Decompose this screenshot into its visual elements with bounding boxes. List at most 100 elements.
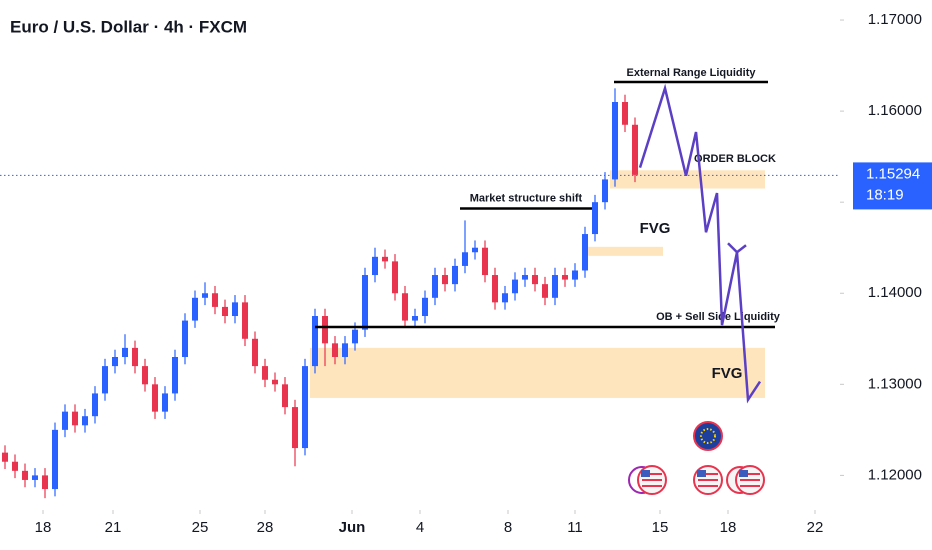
candle-body <box>242 302 248 339</box>
zone <box>610 170 765 189</box>
x-tick-label: 15 <box>652 519 669 536</box>
projection-path <box>638 83 762 404</box>
x-tick-label: 18 <box>720 519 737 536</box>
level-label: External Range Liquidity <box>627 67 757 79</box>
candle-body <box>382 256 388 262</box>
candle-body <box>412 316 418 321</box>
y-tick-label: 1.16000 <box>868 102 922 119</box>
candle-body <box>82 416 88 426</box>
y-tick-label: 1.14000 <box>868 284 922 301</box>
candle-body <box>142 366 148 385</box>
candle-body <box>32 475 38 480</box>
flag-canton <box>739 470 748 477</box>
candle-body <box>572 270 578 280</box>
zone-label: FVG <box>712 365 743 382</box>
candle-body <box>302 366 308 449</box>
candle-body <box>312 316 318 367</box>
candle-body <box>582 234 588 271</box>
candle-body <box>282 384 288 408</box>
x-tick-label: 25 <box>192 519 209 536</box>
candle-body <box>372 256 378 276</box>
event-icons <box>628 421 765 495</box>
candle-body <box>392 261 398 294</box>
eu-stars <box>700 428 716 444</box>
x-tick-label: 28 <box>257 519 274 536</box>
candle-body <box>352 329 358 344</box>
candle-body <box>332 343 338 357</box>
candle-body <box>522 275 528 280</box>
x-tick-label: 22 <box>807 519 824 536</box>
level-label: OB + Sell Side Liquidity <box>656 311 781 323</box>
candle-body <box>362 275 368 330</box>
candle-body <box>472 247 478 253</box>
candle-body <box>562 275 568 280</box>
candle-body <box>12 461 18 471</box>
x-tick-label: 8 <box>504 519 512 536</box>
y-tick-label: 1.17000 <box>868 11 922 28</box>
zone <box>310 347 765 398</box>
y-tick-label: 1.13000 <box>868 375 922 392</box>
level-label: Market structure shift <box>470 192 583 204</box>
candle-body <box>432 275 438 298</box>
candle-body <box>482 247 488 276</box>
candle-body <box>112 357 118 367</box>
candle-body <box>592 202 598 235</box>
price-badge <box>853 162 932 210</box>
zone <box>588 246 663 256</box>
candle-body <box>602 179 608 203</box>
candle-body <box>182 320 188 357</box>
candle-body <box>132 347 138 367</box>
candle-body <box>72 411 78 426</box>
zone-label: ORDER BLOCK <box>694 153 776 165</box>
countdown-label: 18:19 <box>866 186 904 203</box>
candle-body <box>452 265 458 285</box>
candle-body <box>552 275 558 298</box>
candle-body <box>532 275 538 285</box>
candle-body <box>162 393 168 412</box>
candle-body <box>402 293 408 321</box>
candle-body <box>102 366 108 394</box>
candle-body <box>292 407 298 449</box>
candle-body <box>232 302 238 317</box>
candle-body <box>492 275 498 303</box>
candle-body <box>322 316 328 344</box>
candle-body <box>272 379 278 385</box>
candle-body <box>262 366 268 380</box>
candle-body <box>632 124 638 175</box>
candle-body <box>192 297 198 321</box>
x-tick-label: 18 <box>35 519 52 536</box>
candle-body <box>512 279 518 294</box>
candle-body <box>62 411 68 430</box>
flag-canton <box>697 470 706 477</box>
candle-body <box>212 293 218 307</box>
y-tick-label: 1.12000 <box>868 466 922 483</box>
chart-title: Euro / U.S. Dollar · 4h · FXCM <box>10 17 247 36</box>
candle-body <box>22 470 28 480</box>
candle-body <box>502 293 508 303</box>
flag-canton <box>641 470 650 477</box>
x-tick-label: 4 <box>416 519 424 536</box>
candle-body <box>172 357 178 394</box>
candle-body <box>122 347 128 357</box>
candle-body <box>422 297 428 317</box>
eu-event-icon[interactable] <box>693 421 723 451</box>
candle-body <box>342 343 348 357</box>
x-tick-label: Jun <box>339 519 366 536</box>
flag-stripes <box>642 473 760 487</box>
candle-body <box>152 384 158 412</box>
x-tick-label: 11 <box>567 519 583 536</box>
candle-body <box>222 306 228 317</box>
candle-body <box>252 338 258 367</box>
current-price-label: 1.15294 <box>866 165 920 182</box>
candle-body <box>612 102 618 180</box>
candle-body <box>542 284 548 298</box>
candle-body <box>52 429 58 490</box>
candle-body <box>92 393 98 417</box>
candle-body <box>622 102 628 125</box>
zone-label: FVG <box>640 220 671 237</box>
projection-arrowhead <box>727 242 747 254</box>
candle-body <box>202 293 208 298</box>
x-tick-label: 21 <box>105 519 122 536</box>
